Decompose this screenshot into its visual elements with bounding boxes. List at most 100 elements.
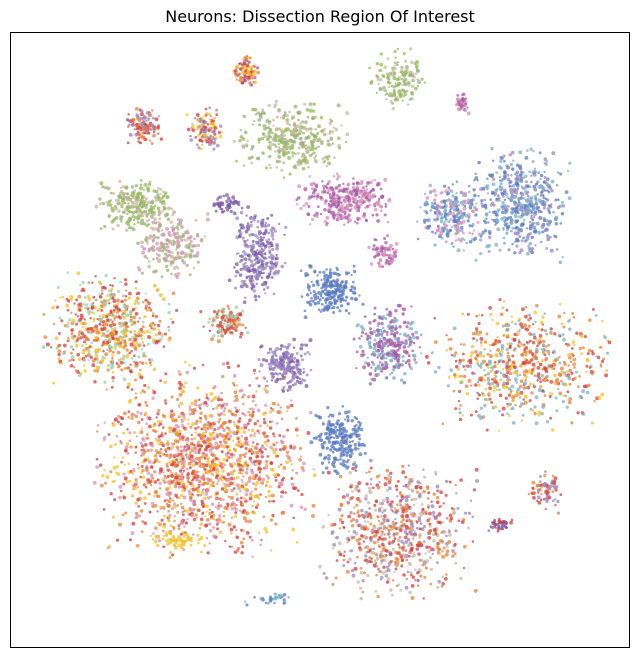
scatter-point — [484, 212, 489, 216]
scatter-point — [246, 139, 249, 142]
scatter-point — [423, 221, 426, 224]
scatter-point — [265, 239, 269, 243]
scatter-point — [152, 189, 156, 193]
scatter-point — [380, 321, 384, 326]
scatter-point — [129, 330, 133, 334]
scatter-point — [529, 407, 533, 411]
scatter-point — [323, 219, 327, 224]
scatter-point — [399, 378, 404, 382]
scatter-point — [141, 131, 145, 135]
scatter-point — [443, 220, 446, 224]
scatter-point — [245, 224, 250, 229]
scatter-point — [505, 322, 508, 326]
scatter-point — [376, 328, 380, 332]
scatter-point — [315, 211, 319, 216]
scatter-point — [239, 128, 242, 132]
scatter-point — [394, 362, 399, 367]
scatter-point — [607, 340, 612, 345]
scatter-point — [141, 196, 144, 200]
scatter-point — [532, 385, 536, 389]
scatter-point — [388, 81, 392, 85]
scatter-point — [137, 217, 141, 221]
scatter-point — [437, 365, 441, 370]
scatter-point — [137, 136, 141, 140]
scatter-point — [442, 184, 447, 188]
scatter-point — [115, 330, 118, 334]
scatter-point — [533, 216, 536, 219]
scatter-point — [55, 346, 59, 350]
scatter-point — [506, 351, 510, 355]
scatter-point — [365, 188, 369, 191]
scatter-point — [315, 280, 319, 284]
scatter-point — [455, 229, 458, 232]
scatter-point — [71, 336, 75, 340]
scatter-point — [369, 262, 374, 266]
scatter-point — [433, 340, 438, 344]
scatter-point — [281, 367, 284, 371]
scatter-point — [401, 354, 405, 359]
scatter-point — [242, 164, 246, 167]
scatter-point — [239, 135, 244, 139]
scatter-point — [466, 212, 471, 217]
scatter-point — [493, 194, 497, 197]
scatter-point — [404, 339, 408, 343]
scatter-point — [124, 186, 129, 190]
scatter-point — [530, 214, 533, 217]
scatter-point — [511, 354, 515, 358]
scatter-point — [344, 200, 347, 203]
scatter-point — [122, 355, 126, 359]
scatter-point — [389, 342, 393, 347]
scatter-point — [201, 122, 205, 126]
scatter-point — [247, 60, 251, 64]
scatter-point — [124, 298, 128, 302]
scatter-point — [490, 378, 494, 381]
scatter-point — [66, 308, 70, 312]
scatter-point — [559, 335, 562, 338]
scatter-point — [352, 177, 355, 180]
scatter-point — [163, 202, 167, 206]
scatter-point — [267, 131, 272, 135]
scatter-point — [344, 140, 348, 144]
scatter-point — [103, 224, 107, 229]
scatter-point — [428, 183, 433, 188]
scatter-point — [489, 369, 493, 374]
scatter-point — [510, 363, 515, 368]
scatter-point — [320, 278, 323, 282]
scatter-point — [148, 110, 151, 114]
scatter-point — [327, 179, 331, 184]
scatter-point — [313, 269, 317, 273]
scatter-point — [493, 341, 498, 345]
scatter-point — [169, 234, 173, 237]
scatter-point — [544, 189, 547, 192]
scatter-point — [223, 319, 227, 322]
scatter-point — [513, 377, 518, 381]
scatter-point — [246, 254, 250, 258]
scatter-point — [125, 304, 129, 309]
scatter-point — [370, 366, 373, 369]
scatter-point — [211, 130, 215, 134]
scatter-point — [84, 354, 88, 358]
scatter-point — [250, 288, 253, 291]
scatter-point — [217, 130, 221, 135]
scatter-point — [225, 206, 228, 210]
scatter-point — [267, 154, 272, 159]
scatter-point — [550, 327, 553, 331]
scatter-point — [473, 236, 478, 241]
scatter-point — [369, 180, 373, 185]
scatter-point — [372, 352, 376, 356]
scatter-point — [257, 118, 262, 122]
scatter-point — [454, 239, 458, 242]
scatter-point — [485, 185, 488, 189]
scatter-point — [552, 362, 557, 367]
scatter-point — [273, 135, 276, 139]
scatter-point — [201, 127, 205, 131]
scatter-point — [303, 352, 307, 356]
scatter-point — [352, 337, 356, 341]
scatter-point — [406, 103, 410, 106]
scatter-point — [546, 238, 549, 242]
scatter-point — [171, 320, 175, 324]
scatter-point — [546, 189, 550, 193]
scatter-point — [332, 202, 336, 206]
scatter-point — [446, 191, 451, 196]
scatter-point — [430, 201, 434, 205]
